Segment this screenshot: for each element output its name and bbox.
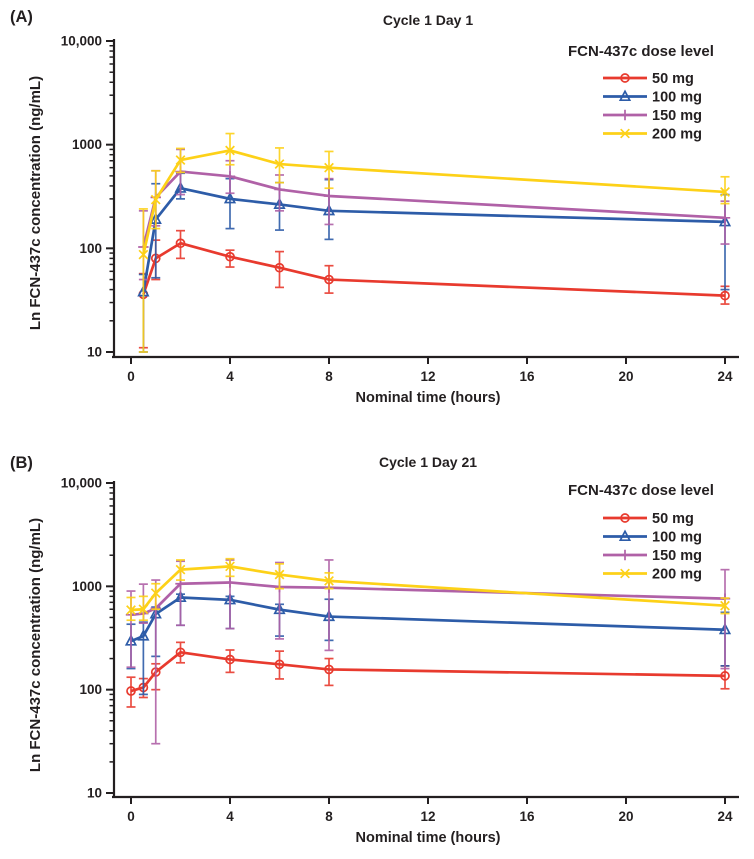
legend-title: FCN-437c dose level: [568, 43, 714, 60]
series-200mg: [138, 132, 730, 353]
legend-item-200mg: 200 mg: [603, 127, 702, 143]
x-tick-label: 8: [325, 369, 333, 384]
y-tick-label: 1000: [72, 579, 102, 594]
x-tick-label: 16: [519, 809, 535, 824]
series-line: [130, 650, 726, 693]
y-tick-label: 100: [79, 241, 102, 256]
y-tick-label: 10: [87, 786, 102, 801]
series-markers: [137, 181, 732, 297]
error-bars: [138, 132, 730, 353]
legend: FCN-437c dose level 50 mg 100 mg 150 mg 200 …: [568, 43, 714, 143]
legend-item-label: 50 mg: [652, 511, 694, 527]
legend-item-50mg: 50 mg: [603, 71, 694, 87]
x-axis-label: Nominal time (hours): [355, 390, 500, 406]
series-markers: [126, 561, 730, 615]
legend-item-150mg: 150 mg: [603, 108, 702, 124]
x-tick-label: 16: [519, 369, 535, 384]
x-tick-label: 20: [618, 369, 633, 384]
y-axis-label: Ln FCN-437c concentration (ng/mL): [27, 76, 44, 330]
error-bars: [138, 229, 730, 349]
x-tick-label: 0: [127, 369, 135, 384]
legend: FCN-437c dose level 50 mg 100 mg 150 mg 200 …: [568, 482, 714, 583]
series-100mg: [137, 172, 732, 353]
x-tick-label: 4: [226, 809, 234, 824]
x-tick-label: 8: [325, 809, 333, 824]
y-tick-label: 1000: [72, 137, 102, 152]
x-tick-label: 24: [717, 369, 733, 384]
legend-item-50mg: 50 mg: [603, 511, 694, 527]
series-50mg: [138, 229, 730, 349]
legend-item-label: 150 mg: [652, 548, 702, 564]
series-markers: [138, 238, 730, 301]
chart-title: Cycle 1 Day 1: [383, 12, 473, 28]
legend-item-200mg: 200 mg: [603, 567, 702, 583]
series-line: [130, 596, 726, 643]
series-200mg: [126, 557, 730, 622]
series-markers: [138, 145, 730, 260]
x-tick-label: 20: [618, 809, 633, 824]
legend-item-label: 150 mg: [652, 108, 702, 124]
y-axis-label: Ln FCN-437c concentration (ng/mL): [27, 518, 44, 772]
x-tick-label: 12: [420, 809, 435, 824]
axes: 10 100 1000 10,000 0 4 8 12 16 20 24: [61, 476, 739, 824]
legend-item-100mg: 100 mg: [603, 89, 702, 106]
legend-item-label: 200 mg: [652, 127, 702, 143]
y-tick-label: 10: [87, 345, 102, 360]
legend-item-150mg: 150 mg: [603, 548, 702, 564]
error-bars: [126, 593, 730, 696]
x-tick-label: 4: [226, 369, 234, 384]
legend-item-label: 200 mg: [652, 567, 702, 583]
y-tick-label: 10,000: [61, 34, 102, 49]
x-tick-label: 12: [420, 369, 435, 384]
legend-item-label: 100 mg: [652, 530, 702, 546]
legend-title: FCN-437c dose level: [568, 482, 714, 499]
legend-item-label: 50 mg: [652, 71, 694, 87]
series-100mg: [124, 590, 732, 696]
panel-label: (B): [10, 454, 33, 472]
legend-item-100mg: 100 mg: [603, 529, 702, 546]
error-bars: [126, 559, 730, 745]
legend-item-label: 100 mg: [652, 90, 702, 106]
x-tick-label: 24: [717, 809, 733, 824]
chart-title: Cycle 1 Day 21: [379, 454, 477, 470]
series-line: [130, 581, 726, 617]
panel-label: (A): [10, 8, 33, 26]
x-axis-label: Nominal time (hours): [355, 830, 500, 846]
y-tick-label: 100: [79, 682, 102, 697]
y-tick-label: 10,000: [61, 476, 102, 491]
panel-b: (B) Cycle 1 Day 21 10 100 1000 10,000 0 4 8 12 16 2…: [10, 454, 739, 846]
panel-a: (A) Cycle 1 Day 1 10 100 1000 10,000 0 4 8 12 16 20…: [10, 8, 739, 406]
error-bars: [126, 557, 730, 622]
series-50mg: [126, 641, 730, 708]
x-tick-label: 0: [127, 809, 135, 824]
series-150mg: [125, 559, 731, 745]
axes: 10 100 1000 10,000 0 4 8 12 16 20 24: [61, 34, 739, 384]
